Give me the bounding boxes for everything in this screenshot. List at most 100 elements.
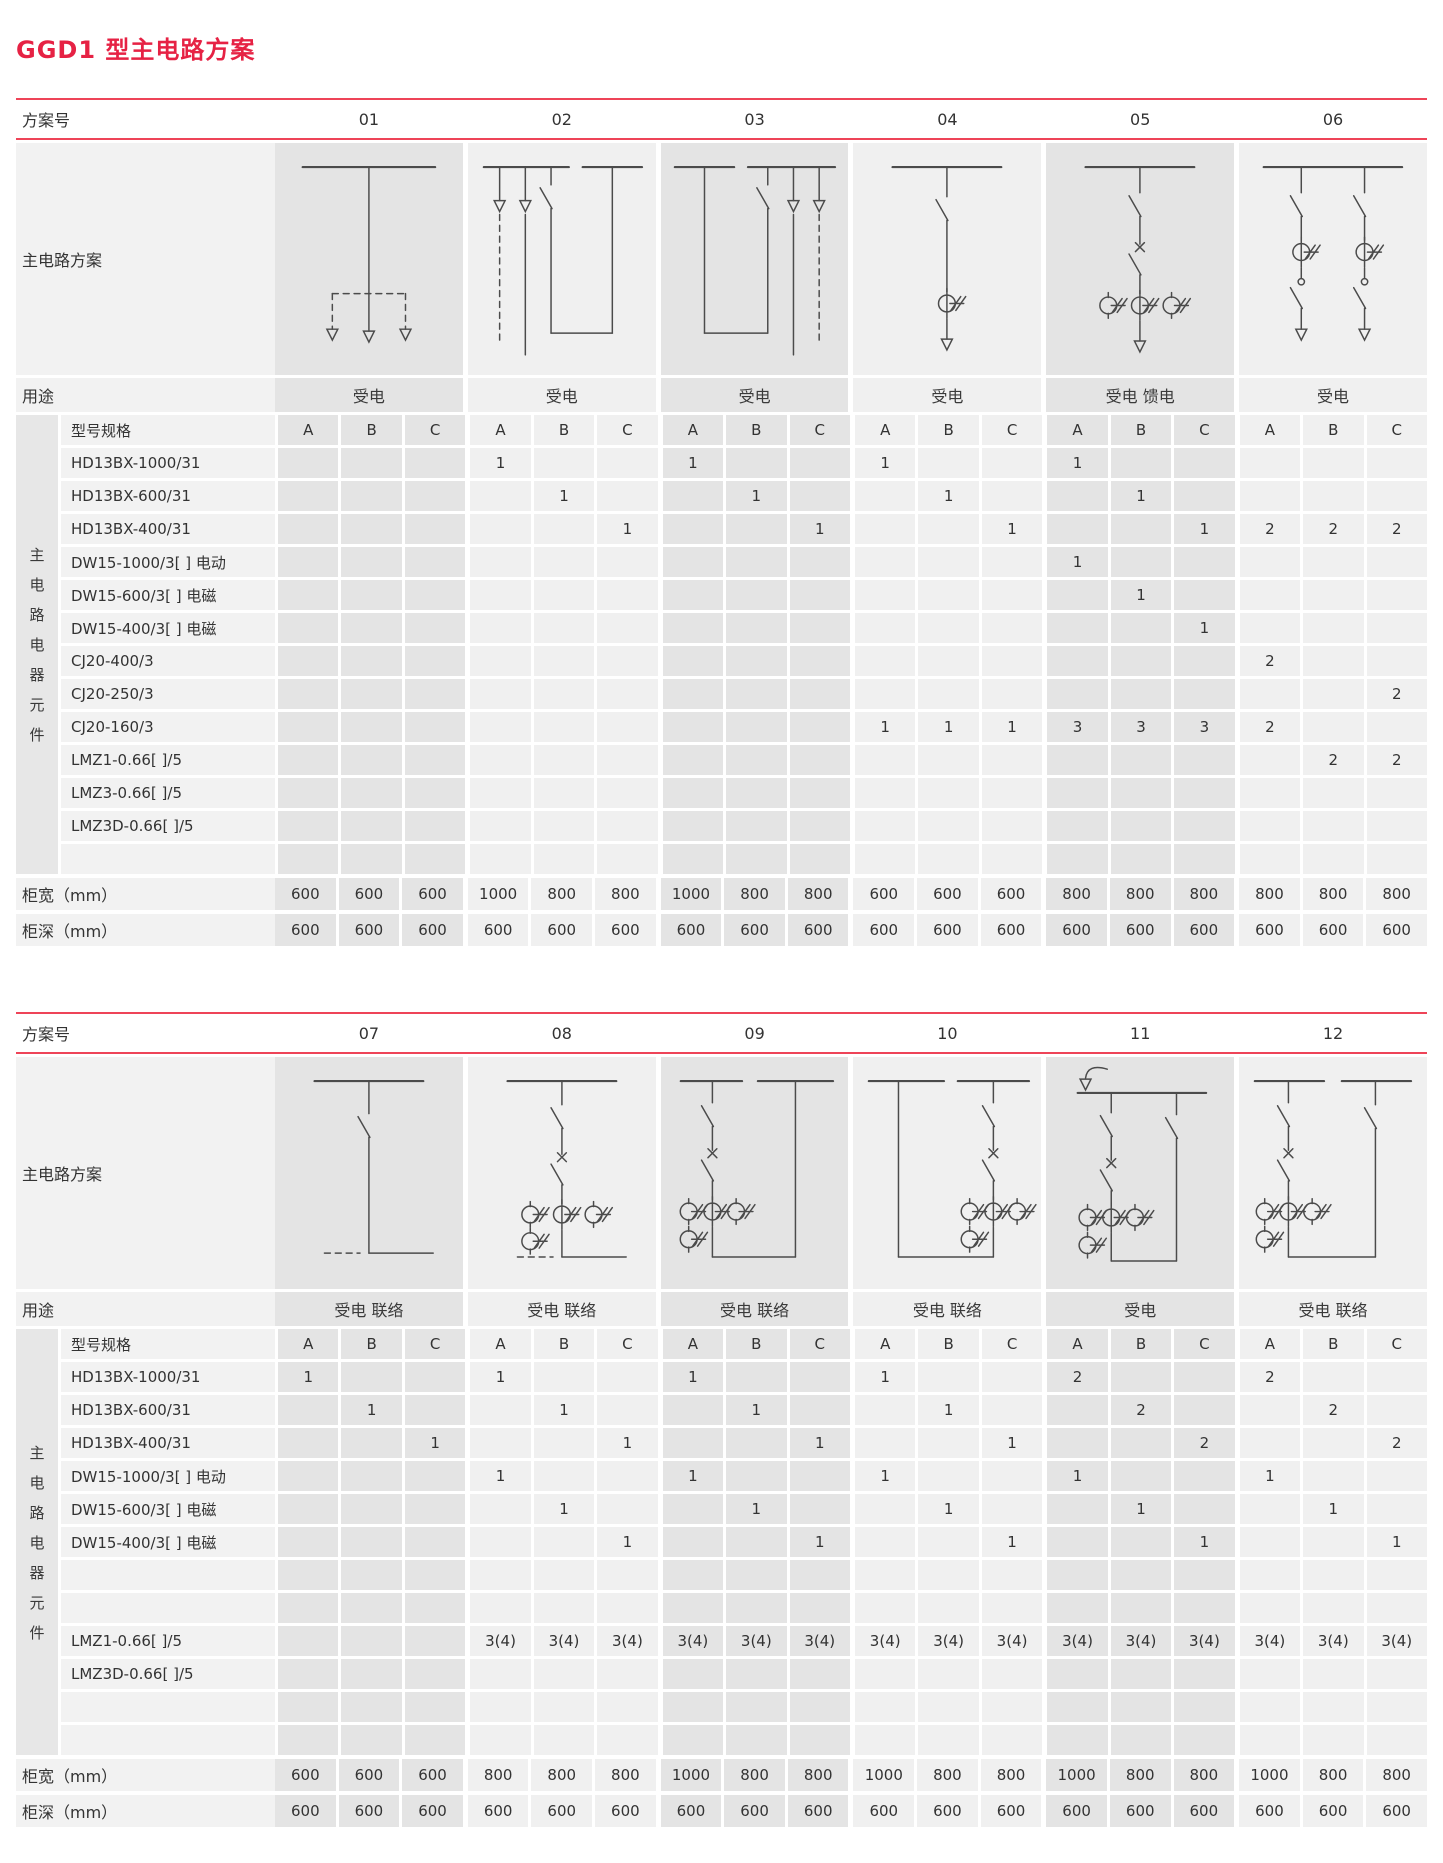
quantity-cell [726,811,787,841]
quantity-cell [597,1494,658,1524]
quantity-cell [662,514,724,544]
quantity-cell [981,547,1043,577]
quantity-cell [662,844,724,874]
quantity-cell [789,1725,850,1755]
quantity-cell [726,844,787,874]
quantity-cell [981,679,1043,709]
quantity-cell [1110,1560,1172,1590]
quantity-cell [1303,679,1364,709]
quantity-cell [597,844,658,874]
quantity-cell: 1 [789,514,850,544]
quantity-cell: 1 [1110,481,1172,511]
quantity-cell [533,1593,595,1623]
quantity-cell: 1 [1047,448,1108,478]
component-name: DW15-1000/3[ ] 电动 [61,547,275,577]
quantity-cell [404,1395,466,1425]
quantity-cell [918,613,979,643]
component-name: LMZ3D-0.66[ ]/5 [61,811,275,841]
circuit-diagram-cell-01 [275,143,463,375]
scheme-number-07: 07 [358,1023,380,1043]
quantity-cell [470,679,531,709]
quantity-cell [854,745,916,775]
scheme-number-02: 02 [551,109,572,129]
quantity-cell [341,844,402,874]
quantity-cell [1047,679,1108,709]
quantity-cell [726,1362,787,1392]
cabinet-depth-row-value: 600 [917,1795,978,1827]
quantity-cell [597,646,658,676]
spec-header-row: 型号规格 A B C A B C A B C A B C A B C A B C [61,1329,1427,1359]
quantity-cell [470,481,531,511]
quantity-cell [1047,1494,1108,1524]
cabinet-width-row-value: 800 [467,1759,529,1791]
column-header-03-C: C [789,415,850,445]
quantity-cell [789,712,850,742]
quantity-cell: 1 [470,1461,531,1491]
quantity-cell: 2 [1047,1362,1108,1392]
quantity-cell [1047,1692,1108,1722]
circuit-diagram-10 [868,1079,1038,1258]
quantity-cell [1239,844,1301,874]
quantity-cell [1047,481,1108,511]
quantity-cell [341,679,402,709]
quantity-cell [854,778,916,808]
cabinet-depth-row-value: 600 [980,914,1042,946]
usage-cell-09: 受电 联络 [660,1292,849,1326]
quantity-cell [1366,1659,1427,1689]
cabinet-depth-row-value: 600 [402,914,463,946]
quantity-cell: 1 [662,1461,724,1491]
cabinet-depth-row-value: 600 [1239,1795,1300,1827]
component-name [61,1593,275,1623]
component-row: LMZ1-0.66[ ]/5 2 2 [61,745,1427,775]
cabinet-depth-row-value: 600 [1109,1795,1171,1827]
cabinet-depth-row-value: 600 [660,1795,722,1827]
quantity-cell [341,1626,402,1656]
quantity-cell [278,1560,339,1590]
quantity-cell [789,1362,850,1392]
quantity-cell [404,481,466,511]
circuit-diagram-cell-03 [660,143,849,375]
quantity-cell [918,514,979,544]
circuit-diagram-cell-09 [660,1057,849,1289]
quantity-cell [1366,1362,1427,1392]
cabinet-depth-row-value: 600 [724,914,785,946]
cabinet-width-row-value: 800 [1173,878,1235,910]
quantity-cell: 1 [981,514,1043,544]
main-circuit-row: 主电路方案 [16,1057,1427,1289]
quantity-cell [404,778,466,808]
quantity-cell [533,613,595,643]
quantity-cell [1239,613,1301,643]
quantity-cell: 1 [726,1395,787,1425]
quantity-cell [1366,1593,1427,1623]
quantity-cell [597,811,658,841]
quantity-cell [404,844,466,874]
quantity-cell: 3(4) [1110,1626,1172,1656]
cabinet-depth-row-value: 600 [1302,914,1364,946]
quantity-cell: 1 [854,448,916,478]
quantity-cell [1174,1494,1235,1524]
quantity-cell [918,1362,979,1392]
scheme-number-12: 12 [1322,1023,1344,1043]
cabinet-width-row-value: 800 [1239,878,1300,910]
circuit-diagram-05 [1084,165,1196,354]
quantity-cell [854,481,916,511]
cabinet-width-row-value: 800 [917,1759,978,1791]
component-row: CJ20-400/3 2 [61,646,1427,676]
quantity-cell: 3 [1110,712,1172,742]
component-row: LMZ1-0.66[ ]/5 3(4) 3(4) 3(4) 3(4) 3(4) 3(4) 3(… [61,1626,1427,1656]
quantity-cell [1174,679,1235,709]
quantity-cell [278,646,339,676]
cabinet-depth-row-value: 600 [531,1795,593,1827]
quantity-cell [662,1692,724,1722]
column-header-07-C: C [404,1329,466,1359]
quantity-cell [981,1395,1043,1425]
scheme-number-09: 09 [744,1023,765,1043]
quantity-cell [662,580,724,610]
scheme-number-08: 08 [551,1023,572,1043]
quantity-cell [278,514,339,544]
quantity-cell [404,679,466,709]
quantity-cell [278,1494,339,1524]
component-row [61,1560,1427,1590]
quantity-cell: 1 [918,481,979,511]
column-header-12-B: B [1303,1329,1364,1359]
